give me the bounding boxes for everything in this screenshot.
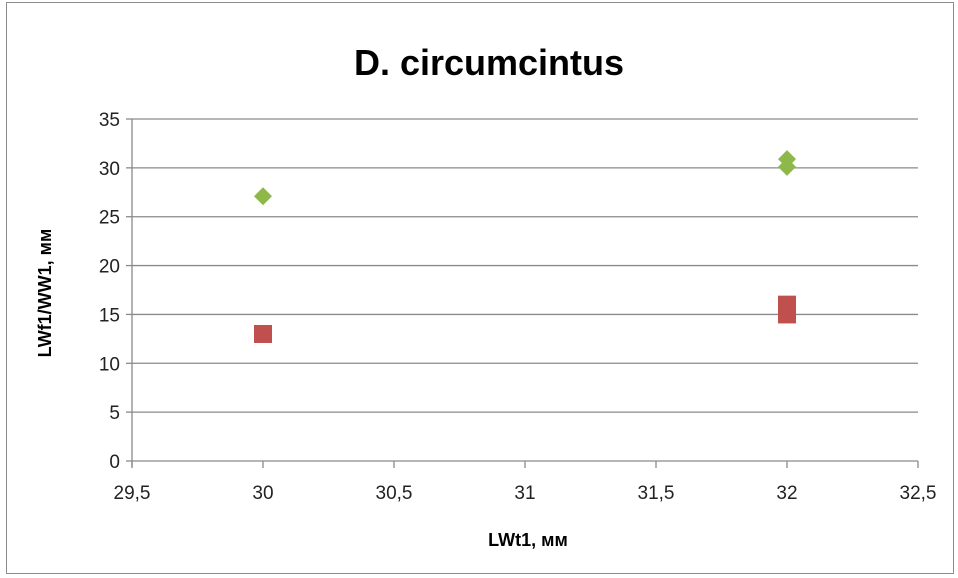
y-tick-label: 35 [99,110,120,131]
x-tick-label: 31,5 [638,483,675,504]
chart-svg: D. circumcintus 0 5 10 15 20 25 30 35 29,5 30 30,5… [35,42,937,550]
tick-labels: 0 5 10 15 20 25 30 35 29,5 30 30,5 31 31,5 32 32,5 [99,110,937,504]
x-axis-title: LWt1, мм [488,530,568,550]
x-tick-label: 29,5 [114,483,151,504]
diamond-point [778,157,796,176]
y-tick-label: 5 [109,403,120,424]
chart-frame: D. circumcintus 0 5 10 15 20 25 30 35 29,5 30 30,5… [6,2,954,574]
gridlines [132,118,918,413]
x-tick-label: 32,5 [900,483,937,504]
chart-title: D. circumcintus [354,42,624,83]
y-tick-label: 30 [99,159,120,180]
diamond-point [254,187,272,206]
axes [126,118,919,468]
y-tick-label: 10 [99,354,120,375]
y-tick-label: 0 [109,452,120,473]
y-axis-title: LWf1/WW1, мм [35,229,55,358]
x-tick-label: 30 [252,483,273,504]
x-tick-label: 30,5 [376,483,413,504]
y-tick-label: 20 [99,257,120,278]
square-point [778,305,796,324]
y-tick-label: 25 [99,208,120,229]
data-points [254,150,796,343]
x-tick-label: 32 [776,483,797,504]
x-tick-label: 31 [514,483,535,504]
square-point [254,324,272,343]
y-tick-label: 15 [99,305,120,326]
